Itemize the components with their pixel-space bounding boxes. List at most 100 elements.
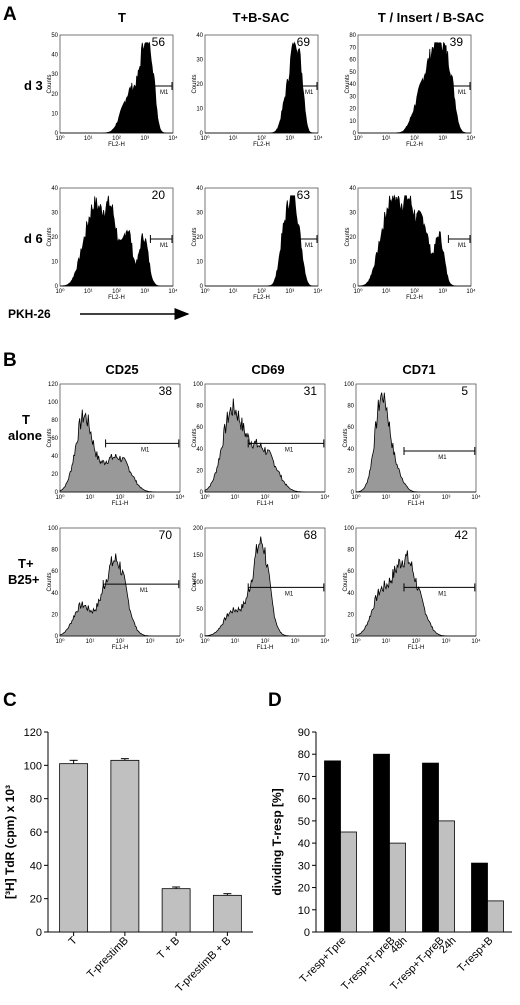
panel-a-hist-r1c3-y-axis-label: Counts xyxy=(345,74,351,93)
panel-b-hist-r2c3-y-axis-label: Counts xyxy=(343,572,349,591)
panel-b-hist-r1c1-x-axis-label: FL1-H xyxy=(112,501,129,507)
panel-b-hist-r1c1-percentage: 38 xyxy=(159,384,173,398)
panel-a-hist-r1c2-x-axis-label: FL2-H xyxy=(253,142,270,148)
panel-c-category-label: T-prestimB + B xyxy=(173,935,233,995)
panel-a-hist-r2c3-y-tick-label: 30 xyxy=(349,211,356,217)
panel-a-hist-r1c2-x-tick-label: 10⁰ xyxy=(200,135,210,142)
panel-b-hist-r1c3-x-tick-label: 10⁰ xyxy=(351,494,361,501)
panel-d-y-tick-label: 20 xyxy=(298,883,310,895)
panel-b-hist-r2c2-x-tick-label: 10³ xyxy=(291,639,300,645)
panel-a-hist-r2c2-x-tick-label: 10² xyxy=(257,289,266,295)
panel-a-hist-r1c3-x-tick-label: 10¹ xyxy=(382,136,391,142)
panel-a-hist-r1c3-x-tick-label: 10⁴ xyxy=(466,135,476,142)
panel-a-hist-r1c2-x-tick-label: 10³ xyxy=(285,136,294,142)
panel-a-hist-r1c3-y-tick-label: 70 xyxy=(349,45,356,51)
panel-b-hist-r1c1-y-tick-label: 100 xyxy=(48,400,59,406)
panel-d-chart: 0102030405060708090T-resp+TpreT-resp+T-p… xyxy=(298,727,512,993)
panel-b-hist-r1c3-y-tick-label: 60 xyxy=(347,425,354,431)
panel-b-hist-r2c3: M1 42 10⁰ 10¹ 10² 10³ 10⁴ FL1-H 0 20 40 60 80 100 Coun… xyxy=(343,526,481,651)
panel-a-hist-r2c3-gate-label: M1 xyxy=(458,243,467,249)
panel-a-hist-r2c3-x-tick-label: 10⁴ xyxy=(466,288,476,295)
panel-d-bar-series-1 xyxy=(471,862,488,933)
panel-b-hist-r2c1-y-axis-label: Counts xyxy=(47,572,53,591)
panel-b-hist-r2c3-y-tick-label: 100 xyxy=(344,526,355,532)
panel-a-hist-r1c1-x-tick-label: 10² xyxy=(112,136,121,142)
panel-b-hist-r2c1-y-tick-label: 60 xyxy=(51,569,58,575)
panel-d-y-tick-label: 70 xyxy=(298,771,310,783)
panel-b-hist-r2c1-y-tick-label: 20 xyxy=(51,612,58,618)
panel-a-row-title-d6: d 6 xyxy=(24,231,43,246)
panel-b-hist-r2c2: M1 68 10⁰ 10¹ 10² 10³ 10⁴ FL1-H 0 50 100 150 200 Coun… xyxy=(192,526,330,651)
panel-b-hist-r2c2-x-tick-label: 10² xyxy=(261,639,270,645)
panel-a-hist-r2c2-histogram-curve xyxy=(205,195,318,287)
panel-b-hist-r1c3-y-tick-label: 0 xyxy=(351,490,355,496)
panel-b-hist-r2c2-x-tick-label: 10¹ xyxy=(231,639,240,645)
panel-a-hist-r1c1-y-tick-label: 50 xyxy=(51,33,58,39)
panel-b-hist-r1c3-x-tick-label: 10³ xyxy=(442,495,451,501)
panel-b-hist-r1c3-histogram-curve xyxy=(355,392,476,493)
panel-b-hist-r2c2-y-tick-label: 0 xyxy=(200,634,204,640)
panel-c-category-label: T xyxy=(66,934,79,947)
panel-b-hist-r1c2-y-tick-label: 60 xyxy=(196,425,203,431)
panel-b-hist-r2c1-y-tick-label: 40 xyxy=(51,591,58,597)
panel-a-hist-r1c1-y-tick-label: 0 xyxy=(55,131,59,137)
panel-a-hist-r2c2-percentage: 63 xyxy=(297,188,311,202)
panel-b-hist-r2c1-x-tick-label: 10³ xyxy=(146,639,155,645)
panel-a-hist-r2c1-x-tick-label: 10⁰ xyxy=(55,288,65,295)
panel-a-hist-r2c3-y-tick-label: 10 xyxy=(349,260,356,266)
panel-b-hist-r1c2-x-tick-label: 10⁰ xyxy=(200,494,210,501)
panel-a-hist-r1c2-y-tick-label: 10 xyxy=(196,107,203,113)
panel-d-y-tick-label: 90 xyxy=(298,727,310,739)
panel-a: A T T+B-SAC T / Insert / B-SAC d 3 d 6 M… xyxy=(3,4,485,321)
panel-b-hist-r1c2-gate-label: M1 xyxy=(285,447,294,453)
panel-c-bar xyxy=(161,888,191,933)
panel-a-hist-r1c2-y-tick-label: 0 xyxy=(200,131,204,137)
panel-b-hist-r2c1-y-tick-label: 80 xyxy=(51,548,58,554)
panel-b-hist-r1c1-y-tick-label: 40 xyxy=(51,454,58,460)
panel-a-hist-r1c3-gate-label: M1 xyxy=(458,90,467,96)
panel-d-y-tick-label: 30 xyxy=(298,860,310,872)
panel-a-hist-r2c1-histogram-curve xyxy=(60,195,173,287)
panel-c-y-tick-label: 80 xyxy=(30,794,42,806)
panel-b-hist-r1c3-y-tick-label: 80 xyxy=(347,404,354,410)
panel-b-hist-r2c3-x-tick-label: 10¹ xyxy=(382,639,391,645)
panel-a-hist-r1c1-gate-label: M1 xyxy=(160,90,169,96)
panel-b-hist-r2c1-x-tick-label: 10⁴ xyxy=(175,638,185,645)
panel-c-y-tick-label: 20 xyxy=(30,894,42,906)
panel-b-hist-r1c1-x-tick-label: 10² xyxy=(116,495,125,501)
panel-b-hist-r1c2-x-tick-label: 10³ xyxy=(291,495,300,501)
panel-b-hist-r1c3-x-tick-label: 10¹ xyxy=(382,495,391,501)
panel-a-hist-r2c2-y-tick-label: 20 xyxy=(196,235,203,241)
panel-a-hist-r2c3-y-tick-label: 0 xyxy=(353,284,357,290)
panel-b-row1-line1: T xyxy=(22,412,30,427)
panel-c-y-tick-label: 60 xyxy=(30,827,42,839)
panel-b-hist-r2c3-percentage: 42 xyxy=(455,528,469,542)
panel-a-hist-r2c3-percentage: 15 xyxy=(450,188,464,202)
panel-d-y-tick-label: 80 xyxy=(298,749,310,761)
panel-a-hist-r2c1-x-axis-label: FL2-H xyxy=(108,295,125,301)
panel-b-hist-r1c2-histogram-curve xyxy=(204,398,325,493)
panel-a-hist-r1c3-y-tick-label: 50 xyxy=(349,70,356,76)
panel-a-hist-r1c1: M1 56 10⁰ 10¹ 10² 10³ 10⁴ FL2-H 0 10 20 30 40 50 Count… xyxy=(47,33,178,148)
panel-a-hist-r1c2-histogram-curve xyxy=(205,41,318,134)
panel-a-row-title-d3: d 3 xyxy=(24,78,43,93)
panel-d-y-tick-label: 50 xyxy=(298,816,310,828)
panel-b-col-title-cd25: CD25 xyxy=(105,362,138,377)
panel-b-hist-r1c2-x-tick-label: 10⁴ xyxy=(320,494,330,501)
panel-b-hist-r1c3-gate-label: M1 xyxy=(438,455,447,461)
panel-b-hist-r1c1-x-tick-label: 10¹ xyxy=(86,495,95,501)
panel-c-bar xyxy=(59,763,89,933)
panel-b-hist-r2c1-y-tick-label: 0 xyxy=(55,634,59,640)
panel-d-ylabel: dividing T-resp [%] xyxy=(270,788,284,895)
panel-a-hist-r2c1-x-tick-label: 10³ xyxy=(140,289,149,295)
panel-b-hist-r2c2-x-tick-label: 10⁰ xyxy=(200,638,210,645)
panel-b-hist-r2c1-percentage: 70 xyxy=(159,528,173,542)
panel-b-hist-r2c3-x-tick-label: 10³ xyxy=(442,639,451,645)
panel-b-hist-r2c1: M1 70 10⁰ 10¹ 10² 10³ 10⁴ FL1-H 0 20 40 60 80 100 Coun… xyxy=(47,526,185,651)
panel-d-bar-series-2 xyxy=(487,900,504,933)
panel-b-hist-r1c1-y-tick-label: 0 xyxy=(55,490,59,496)
panel-a-hist-r1c3-y-tick-label: 0 xyxy=(353,131,357,137)
panel-b-hist-r1c1-histogram-curve xyxy=(59,409,180,493)
pkh26-label: PKH-26 xyxy=(8,307,51,321)
